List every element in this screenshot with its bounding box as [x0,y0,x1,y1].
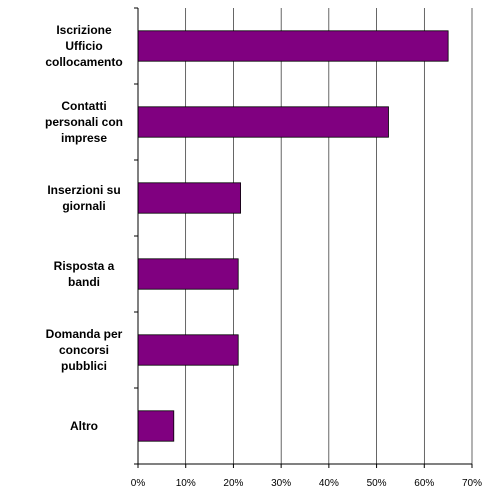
x-tick-label: 30% [271,478,291,489]
bar-5 [137,334,239,366]
x-tick-label: 50% [367,478,387,489]
x-tick-label: 10% [176,478,196,489]
bars-layer [137,30,449,442]
x-tick-label: 40% [319,478,339,489]
category-label: Inserzioni su giornali [47,183,120,213]
bar-4 [137,258,239,290]
bar-1 [137,30,449,62]
bar-3 [137,182,241,214]
category-label: Contatti personali con imprese [45,99,123,145]
category-label: Risposta a bandi [54,259,115,289]
grid-layer [185,8,473,464]
x-tick-label: 60% [414,478,434,489]
category-label: Iscrizione Ufficio collocamento [45,23,122,69]
x-tick-label: 70% [462,478,482,489]
x-tick-label: 0% [131,478,146,489]
category-label: Altro [70,419,98,433]
bar-2 [137,106,389,138]
axis-layer [134,7,473,468]
labels-layer: 0% 10% 20% 30% 40% 50% 60% 70% Iscrizione Ufficio… [45,23,482,489]
bar-6 [137,410,175,442]
category-label: Domanda per concorsi pubblici [46,327,123,373]
x-tick-label: 20% [223,478,243,489]
